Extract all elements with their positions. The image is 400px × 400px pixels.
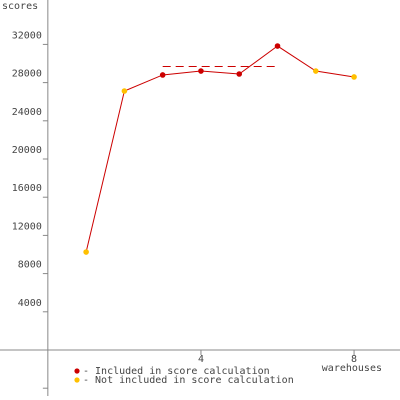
y-tick-label: 8000: [18, 260, 42, 271]
y-tick-label: 16000: [12, 183, 42, 194]
point: [121, 88, 128, 94]
point: [351, 74, 357, 80]
y-tick-label: 28000: [12, 69, 42, 80]
point: [274, 43, 281, 49]
point: [312, 68, 319, 74]
y-tick-label: 32000: [12, 30, 42, 41]
y-tick-label: 24000: [12, 107, 42, 118]
x-tick-label: 8: [351, 354, 357, 365]
point: [236, 71, 243, 77]
legend-marker: [74, 368, 80, 374]
series-line: [85, 45, 355, 253]
y-tick-label: 12000: [12, 221, 42, 232]
legend-label: - Not included in score calculation: [83, 375, 294, 386]
y-tick-label: 20000: [12, 145, 42, 156]
point: [83, 249, 89, 255]
legend-label: - Included in score calculation: [83, 366, 270, 377]
x-axis-label: warehouses: [322, 363, 382, 374]
x-tick-label: 4: [198, 354, 204, 365]
y-axis-label: scores: [2, 1, 38, 12]
point: [198, 68, 204, 74]
point: [159, 72, 166, 78]
legend-marker: [74, 377, 80, 383]
y-tick-label: 4000: [18, 298, 42, 309]
